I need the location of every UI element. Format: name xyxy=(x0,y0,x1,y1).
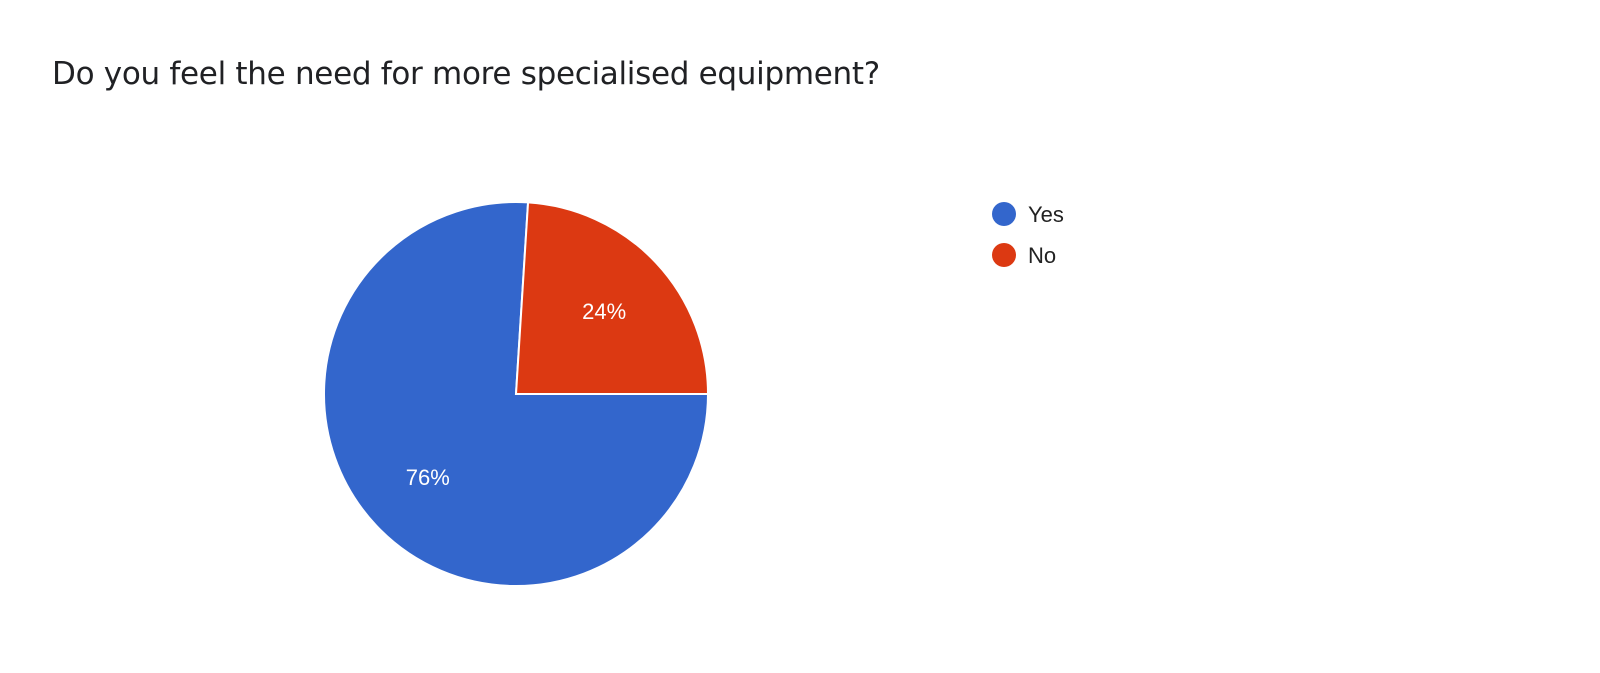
pie-slice-yes[interactable] xyxy=(323,201,710,587)
legend-label-no[interactable]: No xyxy=(1028,243,1056,268)
chart-title: Do you feel the need for more specialise… xyxy=(52,56,880,92)
data-label-yes: 76% xyxy=(406,465,450,490)
pie-slice-no[interactable] xyxy=(514,201,710,395)
legend-marker-no xyxy=(992,243,1016,267)
data-label-no: 24% xyxy=(582,299,626,324)
legend-label-yes[interactable]: Yes xyxy=(1028,202,1064,227)
legend-marker-yes xyxy=(992,202,1016,226)
